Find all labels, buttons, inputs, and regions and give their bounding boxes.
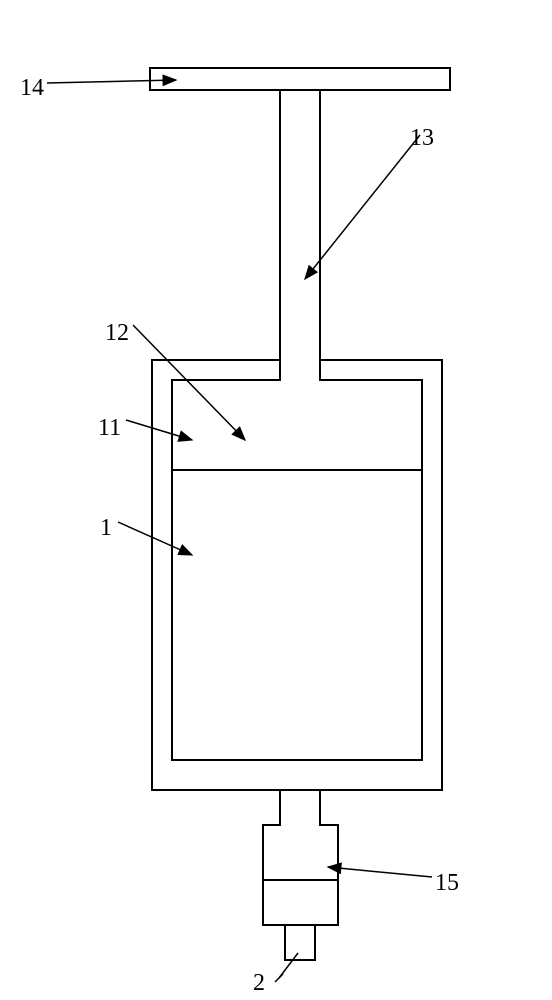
joint-upper: [263, 825, 338, 880]
callout-label-1: 1: [100, 515, 112, 542]
callout-label-11: 11: [98, 415, 121, 442]
shapes-group: [150, 68, 450, 960]
neck: [280, 790, 320, 825]
outer-rect: [152, 360, 442, 790]
callout-label-13: 13: [410, 125, 434, 152]
joint-lower: [263, 880, 338, 925]
leader-line: [305, 135, 420, 279]
callout-label-12: 12: [105, 320, 129, 347]
callout-label-2: 2: [253, 970, 265, 997]
tip: [285, 925, 315, 960]
leader-line: [47, 80, 176, 83]
leader-line: [118, 522, 192, 555]
callout-label-15: 15: [435, 870, 459, 897]
diagram-canvas: [0, 0, 552, 1000]
leader-line: [133, 325, 245, 440]
leader-line: [328, 867, 432, 877]
leader-line: [126, 420, 192, 440]
top-bar: [150, 68, 450, 90]
inner-rect: [172, 380, 422, 760]
callout-label-14: 14: [20, 75, 44, 102]
vertical-shaft: [280, 90, 320, 380]
